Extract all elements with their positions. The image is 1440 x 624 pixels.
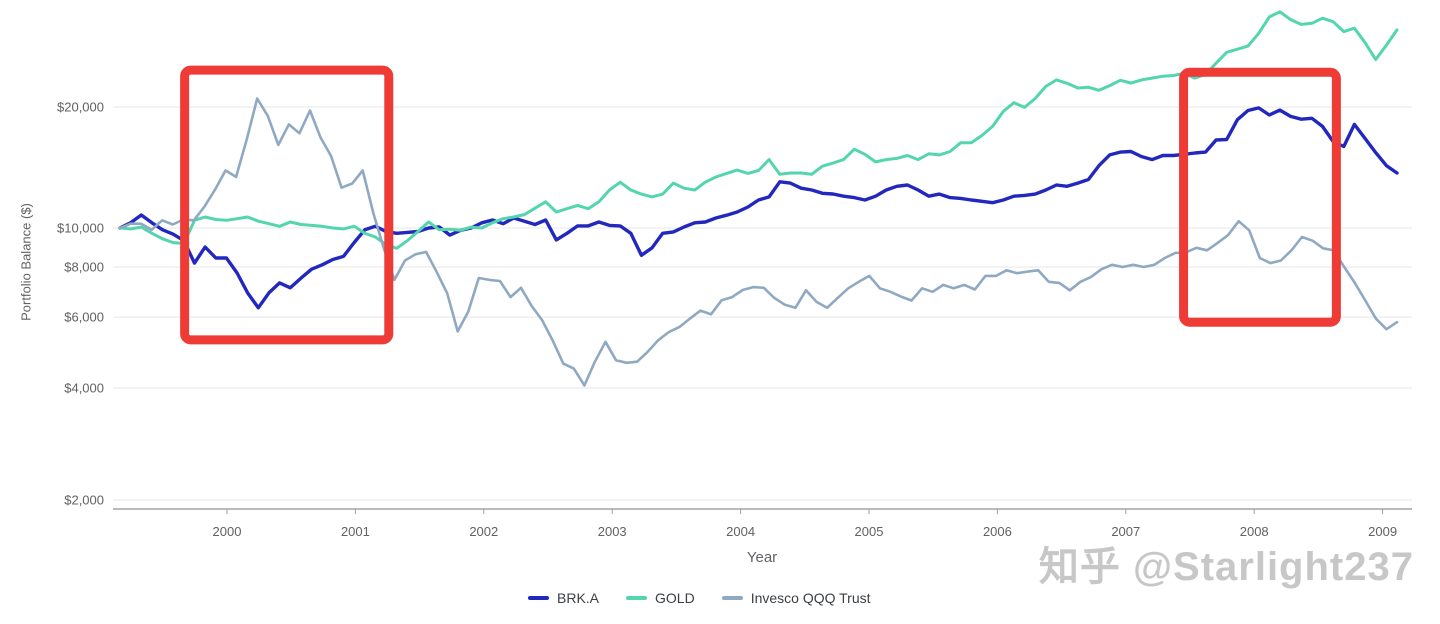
x-tick-label: 2001	[341, 524, 370, 539]
y-tick-label: $8,000	[64, 259, 104, 274]
watermark: 知乎 @Starlight237	[1038, 545, 1414, 589]
x-tick-label: 2007	[1111, 524, 1140, 539]
y-tick-label: $20,000	[57, 99, 104, 114]
x-tick-label: 2004	[726, 524, 755, 539]
y-tick-label: $10,000	[57, 221, 104, 236]
highlight-box-2	[1179, 67, 1341, 327]
legend: BRK.A GOLD Invesco QQQ Trust	[528, 590, 871, 606]
legend-swatch-gold	[626, 596, 648, 600]
series-line-brk-a	[118, 106, 1399, 310]
y-tick-label: $4,000	[64, 380, 104, 395]
x-tick-label: 2009	[1368, 524, 1397, 539]
x-tick-label: 2002	[469, 524, 498, 539]
x-tick-label: 2008	[1240, 524, 1269, 539]
highlight-box-1	[180, 65, 394, 345]
legend-label-qqq: Invesco QQQ Trust	[750, 590, 871, 606]
x-axis-title: Year	[746, 549, 778, 566]
x-tick-label: 2006	[983, 524, 1012, 539]
x-tick-label: 2000	[213, 524, 242, 539]
y-axis-title: Portfolio Balance ($)	[18, 203, 34, 321]
legend-item-qqq: Invesco QQQ Trust	[721, 590, 871, 606]
legend-item-brka: BRK.A	[528, 590, 599, 606]
x-tick-label: 2005	[855, 524, 884, 539]
x-tick-label: 2003	[598, 524, 627, 539]
y-tick-label: $6,000	[64, 310, 104, 325]
series-line-gold	[118, 10, 1399, 250]
legend-swatch-qqq	[721, 596, 743, 600]
y-tick-label: $2,000	[64, 493, 104, 508]
legend-label-gold: GOLD	[655, 590, 695, 606]
legend-label-brka: BRK.A	[557, 590, 600, 606]
legend-item-gold: GOLD	[626, 590, 695, 606]
legend-swatch-brka	[528, 596, 549, 600]
